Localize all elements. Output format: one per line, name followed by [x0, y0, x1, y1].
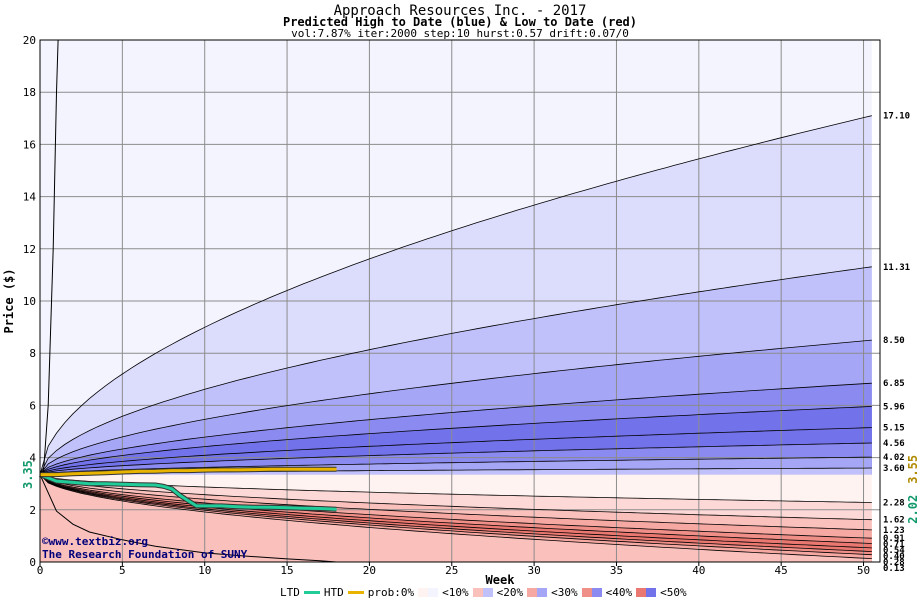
credit-org: The Research Foundation of SUNY — [42, 548, 248, 561]
y-tick-label: 10 — [23, 295, 36, 308]
end-labels: 17.10 11.31 8.50 6.85 5.96 5.15 4.56 4.023.60 2.… — [883, 112, 920, 575]
quantile-line — [39, 442, 872, 475]
legend-ltd-swatch — [303, 591, 320, 594]
legend-ltd-label: LTD — [280, 586, 300, 599]
x-tick-label: 45 — [775, 564, 788, 577]
legend: LTD HTD prob:0% <10% <20% <30% <40% <50% — [280, 586, 687, 599]
credit-block: ©www.textbiz.org The Research Foundation… — [42, 535, 247, 561]
htd-line — [40, 467, 337, 477]
legend-swatch-2 — [527, 588, 548, 597]
ltd-line — [39, 473, 337, 511]
quantile-line — [39, 339, 872, 475]
quantile-line — [39, 115, 872, 475]
high-quantile-label: 11.31 — [883, 263, 910, 273]
legend-b3-label: <30% — [551, 586, 578, 599]
legend-swatch-1 — [472, 588, 493, 597]
legend-swatch-4 — [636, 588, 657, 597]
quantile-line — [39, 382, 872, 475]
y-tick-label: 20 — [23, 34, 36, 47]
y-tick-label: 6 — [29, 399, 36, 412]
low-quantile-label: 0.28 — [883, 558, 905, 568]
low-quantile-label: 0.91 — [883, 534, 905, 544]
quantile-line — [39, 456, 872, 475]
y-tick-label: 0 — [29, 556, 36, 569]
chart-subtitle: Predicted High to Date (blue) & Low to D… — [282, 15, 637, 29]
quantile-line — [39, 474, 872, 539]
y-tick-label: 12 — [23, 243, 36, 256]
high-quantile-label: 5.15 — [883, 424, 905, 434]
quantile-line — [39, 427, 872, 475]
x-tick-label: 25 — [445, 564, 458, 577]
legend-swatch-0 — [418, 588, 439, 597]
low-quantile-label: 0.13 — [883, 564, 905, 574]
quantile-line — [39, 474, 872, 549]
quantile-line — [39, 474, 872, 544]
red-band-9 — [40, 474, 872, 562]
quantile-bands — [40, 40, 872, 562]
max-path-line — [42, 39, 59, 475]
legend-htd-label: HTD — [323, 586, 344, 599]
low-quantile-label: 2.28 — [883, 498, 905, 508]
legend-b4-label: <40% — [605, 586, 633, 599]
low-quantile-label: 0.71 — [883, 540, 905, 550]
credit-url: ©www.textbiz.org — [42, 535, 148, 548]
x-tick-label: 5 — [119, 564, 126, 577]
legend-b5-label: <50% — [660, 586, 687, 599]
quantile-line — [39, 266, 872, 475]
low-quantile-label: 1.23 — [883, 526, 905, 536]
y-tick-label: 2 — [29, 504, 36, 517]
quantile-line — [39, 406, 872, 475]
chart-params: vol:7.87% iter:2000 step:10 hurst:0.57 d… — [291, 27, 629, 40]
x-axis-label: Week — [486, 573, 516, 587]
legend-swatch-3 — [581, 588, 602, 597]
series-lines — [39, 466, 337, 512]
legend-b2-label: <20% — [496, 586, 524, 599]
min-path-line — [39, 474, 337, 563]
chart-title: Approach Resources Inc. - 2017 — [333, 3, 587, 19]
legend-htd-swatch — [347, 591, 364, 594]
x-tick-label: 40 — [692, 564, 705, 577]
y-tick-label: 18 — [23, 86, 36, 99]
x-tick-label: 20 — [363, 564, 376, 577]
x-tick-label: 50 — [857, 564, 870, 577]
legend-b1-label: <10% — [442, 586, 469, 599]
axes: 0 5 10 15 20 25 30 35 40 45 50 0 2 4 6 8 10 12 14 16 18 20 Wee… — [2, 34, 870, 587]
x-tick-label: 10 — [198, 564, 211, 577]
high-quantile-label: 8.50 — [883, 336, 905, 346]
quantile-line — [39, 474, 872, 503]
x-tick-label: 15 — [280, 564, 293, 577]
y-axis-label: Price ($) — [2, 268, 16, 333]
high-quantile-label: 4.02 — [883, 453, 905, 463]
x-tick-label: 30 — [527, 564, 540, 577]
right-marker-label: 2.02 — [906, 495, 920, 524]
high-quantile-label: 17.10 — [883, 112, 910, 122]
plot-frame — [39, 39, 881, 563]
high-quantile-label: 4.56 — [883, 439, 905, 449]
x-tick-label: 0 — [37, 564, 44, 577]
low-quantile-label: 0.40 — [883, 552, 905, 562]
y-tick-label: 4 — [29, 452, 36, 465]
right-marker-label: 3.55 — [906, 455, 920, 484]
y-tick-label: 8 — [29, 347, 36, 360]
start-price-label: 3.35 — [21, 460, 35, 489]
quantile-line — [39, 474, 872, 556]
x-tick-label: 35 — [610, 564, 623, 577]
legend-prob-label: prob:0% — [367, 586, 415, 599]
y-tick-label: 14 — [23, 191, 37, 204]
high-quantile-label: 3.60 — [883, 464, 905, 474]
low-quantile-label: 1.62 — [883, 516, 905, 526]
plot-border — [39, 39, 881, 563]
quantile-line — [39, 474, 872, 559]
y-tick-label: 16 — [23, 138, 36, 151]
quantile-lines — [39, 39, 872, 563]
high-quantile-label: 5.96 — [883, 402, 905, 412]
high-quantile-label: 6.85 — [883, 379, 905, 389]
low-quantile-label: 0.54 — [883, 546, 905, 556]
blue-band-9 — [40, 468, 872, 475]
quantile-line — [39, 474, 872, 552]
